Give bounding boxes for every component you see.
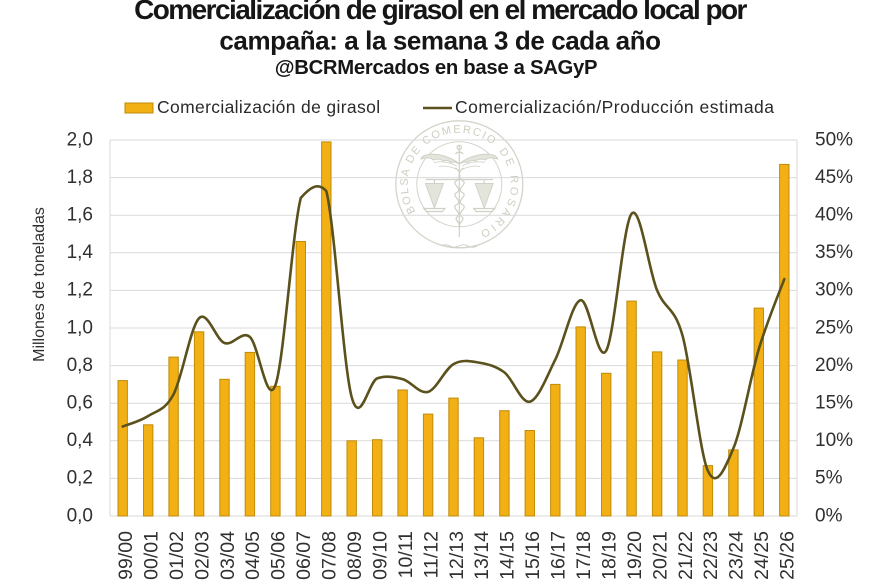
- svg-text:1,6: 1,6: [67, 205, 93, 226]
- svg-text:13/14: 13/14: [471, 531, 493, 580]
- svg-text:06/07: 06/07: [293, 531, 315, 580]
- svg-text:0,8: 0,8: [67, 355, 93, 376]
- svg-text:14/15: 14/15: [497, 531, 519, 580]
- svg-text:0,0: 0,0: [67, 505, 93, 526]
- svg-text:1,8: 1,8: [67, 167, 93, 188]
- svg-text:0,4: 0,4: [67, 430, 94, 451]
- svg-text:18/19: 18/19: [599, 531, 621, 580]
- svg-text:50%: 50%: [815, 129, 853, 150]
- svg-text:1,2: 1,2: [67, 280, 93, 301]
- svg-text:23/24: 23/24: [726, 531, 748, 580]
- svg-text:0%: 0%: [815, 505, 843, 526]
- svg-text:21/22: 21/22: [675, 531, 697, 580]
- svg-text:30%: 30%: [815, 280, 853, 301]
- svg-text:17/18: 17/18: [573, 531, 595, 580]
- svg-text:01/02: 01/02: [166, 531, 188, 580]
- svg-text:@BCRMercados en base a SAGyP: @BCRMercados en base a SAGyP: [275, 57, 597, 79]
- svg-text:03/04: 03/04: [217, 531, 239, 580]
- svg-text:40%: 40%: [815, 205, 853, 226]
- svg-text:08/09: 08/09: [344, 531, 366, 580]
- svg-text:11/12: 11/12: [420, 531, 442, 578]
- svg-text:00/01: 00/01: [141, 531, 163, 580]
- svg-text:0,2: 0,2: [67, 468, 93, 489]
- svg-text:1,0: 1,0: [67, 317, 93, 338]
- svg-text:Comercialización de girasol en: Comercialización de girasol en el mercad…: [134, 0, 747, 25]
- svg-text:02/03: 02/03: [191, 531, 213, 580]
- svg-text:0,6: 0,6: [67, 393, 93, 414]
- svg-text:22/23: 22/23: [700, 531, 722, 580]
- svg-text:05/06: 05/06: [268, 531, 290, 580]
- svg-text:45%: 45%: [815, 167, 853, 188]
- svg-text:24/25: 24/25: [751, 531, 773, 580]
- svg-text:16/17: 16/17: [548, 531, 570, 580]
- svg-text:15/16: 15/16: [522, 531, 544, 580]
- svg-text:25%: 25%: [815, 317, 853, 338]
- svg-text:Comercialización de girasol: Comercialización de girasol: [157, 97, 380, 117]
- svg-text:12/13: 12/13: [446, 531, 468, 580]
- svg-text:Comercialización/Producción es: Comercialización/Producción estimada: [455, 97, 775, 117]
- svg-text:10%: 10%: [815, 430, 853, 451]
- svg-text:09/10: 09/10: [370, 531, 392, 580]
- svg-text:1,4: 1,4: [67, 242, 94, 263]
- svg-text:07/08: 07/08: [319, 531, 341, 580]
- svg-text:campaña: a la semana 3 de cada: campaña: a la semana 3 de cada año: [219, 26, 660, 56]
- svg-text:35%: 35%: [815, 242, 853, 263]
- svg-text:15%: 15%: [815, 393, 853, 414]
- svg-text:25/26: 25/26: [777, 531, 799, 580]
- svg-text:19/20: 19/20: [624, 531, 646, 580]
- svg-text:2,0: 2,0: [67, 129, 93, 150]
- svg-text:04/05: 04/05: [242, 531, 264, 580]
- svg-text:10/11: 10/11: [395, 531, 417, 578]
- svg-text:20/21: 20/21: [649, 531, 671, 580]
- svg-text:Millones de toneladas: Millones de toneladas: [31, 207, 48, 362]
- svg-text:99/00: 99/00: [115, 531, 137, 580]
- svg-text:20%: 20%: [815, 355, 853, 376]
- svg-text:5%: 5%: [815, 468, 843, 489]
